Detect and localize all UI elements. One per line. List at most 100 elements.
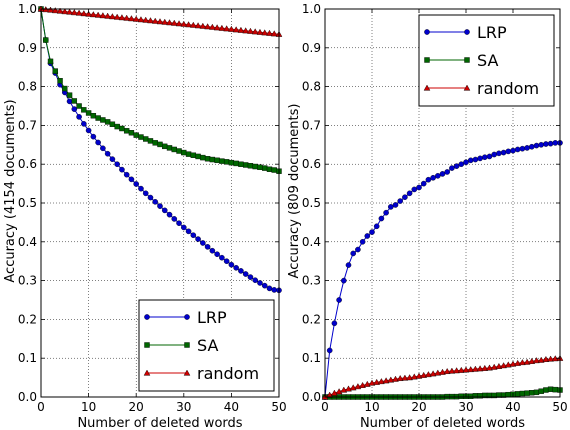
- x-tick-label: 10: [81, 400, 96, 414]
- data-point-random: [189, 21, 197, 28]
- legend-marker: [184, 314, 190, 320]
- data-point-lrp: [128, 176, 135, 183]
- data-point-random: [439, 368, 446, 375]
- data-point-sa: [223, 159, 230, 165]
- data-point-lrp: [257, 280, 263, 286]
- y-tick-label: 0.9: [302, 41, 321, 55]
- data-point-random: [410, 373, 418, 380]
- legend-entry-sa: SA: [424, 51, 498, 70]
- data-point-lrp: [514, 146, 521, 153]
- data-point-lrp: [166, 211, 173, 218]
- data-point-sa: [458, 393, 464, 399]
- y-tick-label: 0.3: [18, 274, 37, 288]
- data-point-lrp: [66, 98, 73, 105]
- data-point-random: [429, 370, 437, 377]
- data-point-sa: [119, 125, 125, 132]
- data-point-random: [537, 356, 545, 363]
- data-point-sa: [109, 121, 116, 127]
- y-tick-label: 0.4: [302, 235, 321, 249]
- data-point-lrp: [336, 297, 342, 303]
- data-point-lrp: [481, 154, 488, 161]
- data-point-random: [213, 24, 221, 31]
- data-point-lrp: [505, 148, 512, 155]
- x-tick-label: 10: [364, 400, 379, 414]
- data-point-random: [75, 9, 83, 16]
- legend: LRP SA random: [138, 299, 275, 392]
- data-point-random: [266, 29, 273, 36]
- data-point-lrp: [538, 141, 545, 148]
- data-point-random: [345, 385, 352, 392]
- data-point-lrp: [261, 282, 268, 289]
- data-point-lrp: [547, 140, 554, 147]
- data-point-lrp: [463, 159, 469, 166]
- data-point-random: [486, 364, 493, 371]
- data-point-sa: [266, 166, 273, 172]
- data-point-random: [242, 27, 250, 34]
- data-point-lrp: [369, 229, 375, 235]
- data-point-lrp: [373, 223, 380, 230]
- data-point-random: [94, 11, 102, 18]
- legend-marker: [423, 84, 431, 91]
- x-tick-label: 20: [411, 400, 426, 414]
- legend-marker: [463, 84, 471, 91]
- data-point-random: [166, 19, 173, 26]
- data-point-random: [66, 8, 73, 15]
- data-point-sa: [233, 160, 239, 167]
- data-point-sa: [515, 391, 521, 397]
- data-point-sa: [166, 145, 173, 151]
- data-point-lrp: [392, 202, 399, 208]
- data-point-sa: [529, 390, 535, 396]
- data-point-random: [406, 374, 413, 381]
- legend-marker: [424, 57, 430, 63]
- data-point-random: [185, 21, 192, 28]
- data-point-lrp: [467, 157, 474, 164]
- data-point-random: [218, 24, 226, 31]
- data-point-random: [457, 366, 465, 373]
- data-point-sa: [477, 393, 483, 399]
- data-point-random: [194, 22, 202, 29]
- data-point-sa: [519, 390, 526, 397]
- data-point-sa: [171, 146, 177, 153]
- legend-entry-random: random: [423, 79, 539, 98]
- data-point-lrp: [331, 320, 338, 327]
- data-point-sa: [247, 163, 254, 169]
- data-point-lrp: [397, 198, 404, 204]
- data-point-lrp: [233, 264, 239, 271]
- data-point-lrp: [152, 199, 159, 205]
- data-point-sa: [176, 148, 182, 154]
- data-point-sa: [552, 386, 558, 393]
- data-point-random: [495, 362, 503, 369]
- data-point-lrp: [355, 246, 361, 253]
- data-point-lrp: [510, 147, 516, 154]
- data-point-sa: [81, 107, 87, 113]
- y-tick-label: 0.0: [18, 390, 37, 404]
- data-point-lrp: [114, 161, 120, 167]
- y-tick-label: 0.8: [18, 80, 37, 94]
- data-point-sa: [204, 156, 211, 162]
- data-point-random: [396, 374, 404, 381]
- data-point-random: [490, 363, 498, 370]
- data-point-random: [137, 16, 145, 23]
- legend-entry-sa: SA: [144, 336, 218, 355]
- data-point-random: [90, 11, 97, 18]
- y-tick-label: 0.0: [302, 390, 321, 404]
- data-point-lrp: [420, 180, 427, 187]
- data-point-lrp: [364, 233, 371, 239]
- data-point-lrp: [76, 114, 82, 120]
- data-point-lrp: [90, 133, 97, 140]
- series-random: [321, 354, 564, 400]
- y-tick-label: 0.6: [18, 157, 37, 171]
- data-point-lrp: [340, 277, 347, 284]
- x-tick-label: 40: [224, 400, 239, 414]
- y-tick-label: 0.5: [302, 196, 321, 210]
- legend-marker: [144, 314, 150, 320]
- y-tick-label: 0.7: [302, 118, 321, 132]
- data-point-random: [547, 355, 554, 362]
- data-point-sa: [147, 138, 154, 144]
- legend-label: LRP: [197, 308, 227, 327]
- data-point-lrp: [439, 171, 446, 177]
- data-point-random: [368, 379, 376, 386]
- legend-label: random: [477, 79, 539, 98]
- data-point-random: [533, 357, 540, 364]
- data-point-random: [170, 19, 178, 26]
